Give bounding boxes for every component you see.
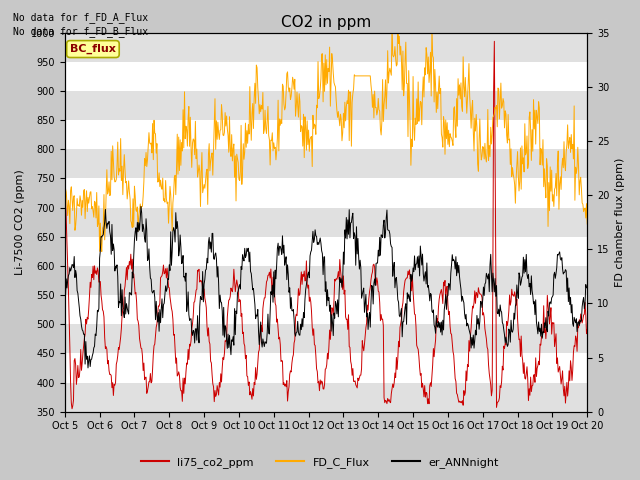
Bar bbox=[65, 353, 588, 383]
Bar bbox=[65, 324, 588, 353]
Bar bbox=[65, 91, 588, 120]
Legend: li75_co2_ppm, FD_C_Flux, er_ANNnight: li75_co2_ppm, FD_C_Flux, er_ANNnight bbox=[136, 452, 504, 472]
Bar bbox=[65, 295, 588, 324]
Bar bbox=[65, 33, 588, 62]
Bar bbox=[65, 383, 588, 412]
Bar bbox=[65, 120, 588, 149]
Bar bbox=[65, 149, 588, 179]
Title: CO2 in ppm: CO2 in ppm bbox=[281, 15, 371, 30]
Bar bbox=[65, 237, 588, 266]
Y-axis label: FD chamber flux (ppm): FD chamber flux (ppm) bbox=[615, 157, 625, 287]
Bar bbox=[65, 207, 588, 237]
Text: No data for f_FD_A_Flux: No data for f_FD_A_Flux bbox=[13, 12, 148, 23]
Bar bbox=[65, 266, 588, 295]
Bar bbox=[65, 62, 588, 91]
Y-axis label: Li-7500 CO2 (ppm): Li-7500 CO2 (ppm) bbox=[15, 169, 25, 275]
Text: No data for f_FD_B_Flux: No data for f_FD_B_Flux bbox=[13, 26, 148, 37]
Bar bbox=[65, 179, 588, 207]
Text: BC_flux: BC_flux bbox=[70, 44, 116, 54]
